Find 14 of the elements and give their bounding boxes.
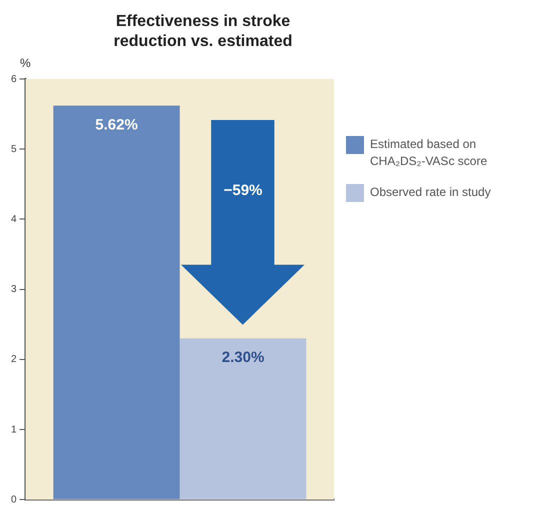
y-tick-label: 6 — [11, 74, 17, 85]
y-tick-label: 3 — [11, 284, 17, 296]
legend-label: Estimated based on CHA₂DS₂-VASc score — [370, 136, 488, 170]
y-tick-label: 1 — [11, 424, 17, 436]
data-label: 2.30% — [222, 349, 264, 366]
y-tick-label: 2 — [11, 354, 17, 366]
y-tick-label: 4 — [11, 214, 17, 225]
y-axis-title: % — [20, 56, 31, 70]
y-tick-label: 0 — [11, 494, 17, 506]
legend-label: Observed rate in study — [370, 184, 492, 201]
chart-title: Effectiveness in stroke reduction vs. estimated — [112, 12, 294, 52]
data-label: 5.62% — [95, 116, 138, 134]
y-tick-label: 5 — [11, 144, 17, 155]
annotation: −59% — [222, 182, 264, 199]
